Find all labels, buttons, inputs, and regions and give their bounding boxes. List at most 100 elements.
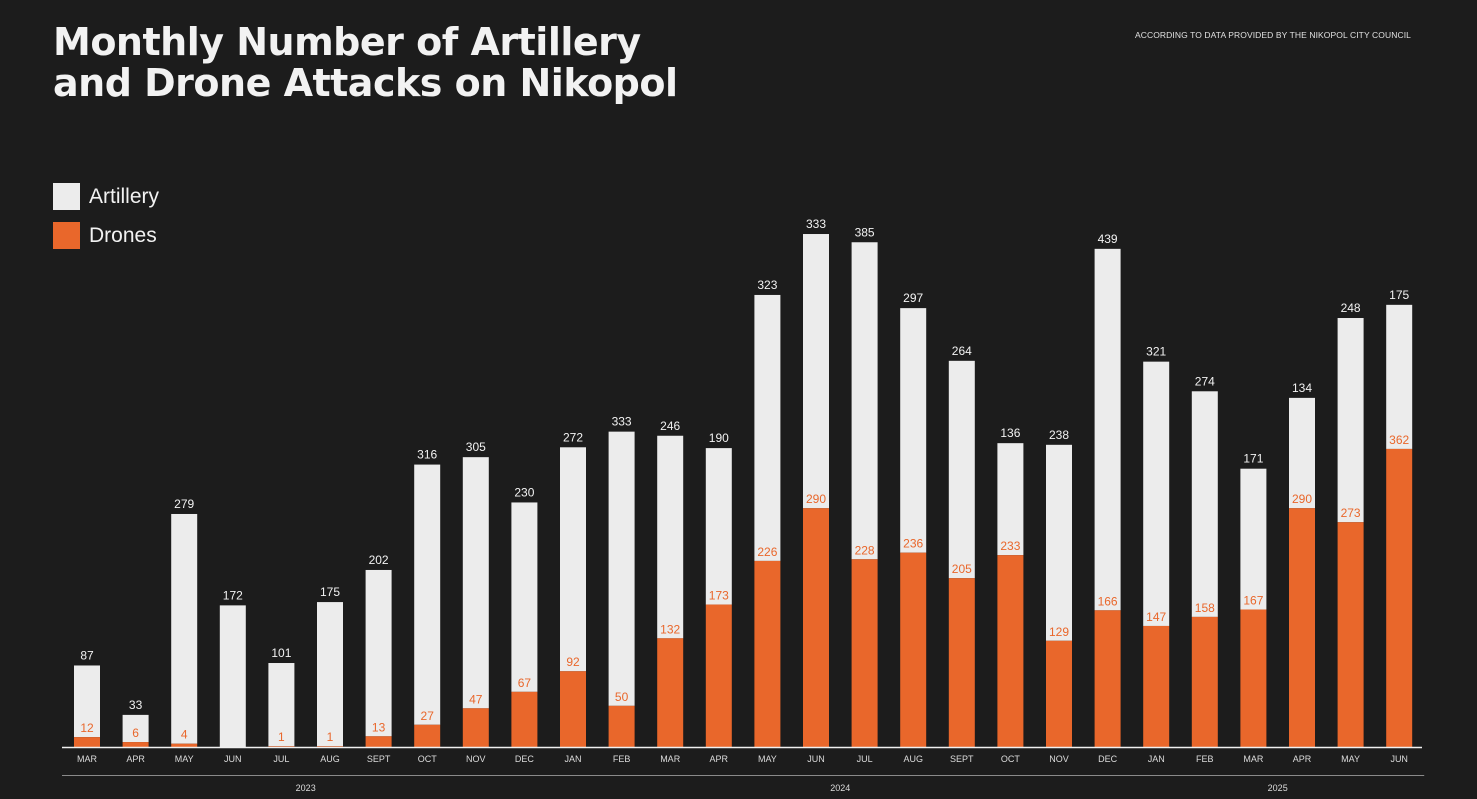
bar-drones xyxy=(997,555,1024,747)
x-tick-label: JAN xyxy=(1148,754,1165,764)
data-label-drones: 166 xyxy=(1098,594,1118,608)
x-tick-label: JUL xyxy=(857,754,873,764)
bar-artillery xyxy=(74,665,100,738)
bar-artillery xyxy=(219,605,246,747)
bar-drones xyxy=(608,705,635,747)
legend-item-drones: Drones xyxy=(53,222,157,249)
data-label-drones: 173 xyxy=(709,589,729,603)
bar-artillery xyxy=(268,663,295,747)
x-tick-label: APR xyxy=(1293,754,1312,764)
data-label-drones: 167 xyxy=(1243,593,1263,607)
bar-drones xyxy=(948,578,975,747)
data-label-artillery: 274 xyxy=(1195,374,1215,388)
bar-drones xyxy=(365,736,392,747)
bar-artillery xyxy=(1191,391,1218,617)
legend-label-artillery: Artillery xyxy=(89,184,160,208)
bar-drones xyxy=(1046,640,1072,747)
x-tick-label: JUN xyxy=(224,754,242,764)
data-label-artillery: 333 xyxy=(806,217,826,231)
source-note: ACCORDING TO DATA PROVIDED BY THE NIKOPO… xyxy=(1134,30,1411,40)
x-tick-label: JUN xyxy=(1390,754,1408,764)
data-label-artillery: 175 xyxy=(1389,288,1409,302)
x-tick-label: OCT xyxy=(418,754,438,764)
bar-artillery xyxy=(1143,361,1170,626)
data-label-drones: 233 xyxy=(1000,539,1020,553)
data-label-drones: 47 xyxy=(469,692,483,706)
x-tick-label: NOV xyxy=(1049,754,1069,764)
bar-drones xyxy=(1143,625,1170,747)
chart-title: Monthly Number of Artillery and Drone At… xyxy=(53,22,678,104)
bar-artillery xyxy=(560,447,586,672)
data-label-artillery: 190 xyxy=(709,431,729,445)
bar-drones xyxy=(1386,448,1413,747)
bar-drones xyxy=(657,638,684,747)
data-label-artillery: 439 xyxy=(1098,232,1118,246)
data-label-drones: 147 xyxy=(1146,610,1166,624)
data-label-drones: 50 xyxy=(615,690,629,704)
x-tick-label: AUG xyxy=(903,754,923,764)
bar-drones xyxy=(74,737,100,747)
data-label-drones: 129 xyxy=(1049,625,1069,639)
bar-artillery xyxy=(1289,397,1315,509)
year-label: 2025 xyxy=(1268,783,1288,793)
x-tick-label: JAN xyxy=(564,754,581,764)
x-tick-label: APR xyxy=(710,754,729,764)
chart-title-line-1: Monthly Number of Artillery xyxy=(53,20,641,64)
data-label-artillery: 230 xyxy=(514,485,534,499)
bar-artillery xyxy=(122,714,149,743)
bar-artillery xyxy=(900,308,927,553)
bar-drones xyxy=(900,552,927,747)
data-label-drones: 362 xyxy=(1389,433,1409,447)
bar-artillery xyxy=(317,602,343,747)
data-label-artillery: 305 xyxy=(466,440,486,454)
data-label-artillery: 321 xyxy=(1146,345,1166,359)
data-label-artillery: 248 xyxy=(1341,301,1361,315)
bar-drones xyxy=(1289,508,1315,747)
data-label-artillery: 87 xyxy=(80,648,94,662)
x-tick-label: NOV xyxy=(466,754,486,764)
legend-item-artillery: Artillery xyxy=(53,183,159,210)
bars-group xyxy=(74,234,1413,747)
x-tick-label: SEPT xyxy=(950,754,974,764)
x-tick-label: APR xyxy=(126,754,145,764)
data-label-artillery: 171 xyxy=(1243,452,1263,466)
data-label-artillery: 316 xyxy=(417,448,437,462)
data-label-artillery: 246 xyxy=(660,419,680,433)
bar-artillery xyxy=(948,360,975,579)
bar-artillery xyxy=(171,513,198,744)
x-tick-label: OCT xyxy=(1001,754,1021,764)
bar-artillery xyxy=(1094,248,1121,611)
data-label-artillery: 172 xyxy=(223,588,243,602)
data-label-drones: 205 xyxy=(952,562,972,576)
bar-drones xyxy=(317,746,343,747)
bar-artillery xyxy=(1240,468,1267,610)
chart-title-line-2: and Drone Attacks on Nikopol xyxy=(53,61,678,105)
data-label-artillery: 136 xyxy=(1000,426,1020,440)
x-tick-label: DEC xyxy=(515,754,535,764)
bar-drones xyxy=(560,671,586,747)
x-tick-label: FEB xyxy=(1196,754,1214,764)
legend-swatch-artillery xyxy=(53,183,80,210)
bar-drones xyxy=(171,743,198,747)
bar-artillery xyxy=(1046,444,1072,641)
bar-artillery xyxy=(608,431,635,706)
data-label-drones: 290 xyxy=(806,492,826,506)
x-tick-label: DEC xyxy=(1098,754,1118,764)
bar-artillery xyxy=(365,569,392,737)
data-label-artillery: 175 xyxy=(320,585,340,599)
x-tick-label: JUL xyxy=(273,754,289,764)
x-tick-label: MAY xyxy=(175,754,194,764)
data-label-drones: 1 xyxy=(278,730,285,744)
data-label-drones: 158 xyxy=(1195,601,1215,615)
data-label-artillery: 333 xyxy=(612,415,632,429)
x-tick-label: MAY xyxy=(1341,754,1360,764)
bar-drones xyxy=(1240,609,1267,747)
bar-artillery xyxy=(754,294,781,561)
legend-label-drones: Drones xyxy=(89,223,157,247)
bar-drones xyxy=(1094,610,1121,747)
bar-drones xyxy=(851,559,878,747)
data-label-drones: 228 xyxy=(855,543,875,557)
bar-artillery xyxy=(997,443,1024,556)
bar-drones xyxy=(803,508,829,747)
